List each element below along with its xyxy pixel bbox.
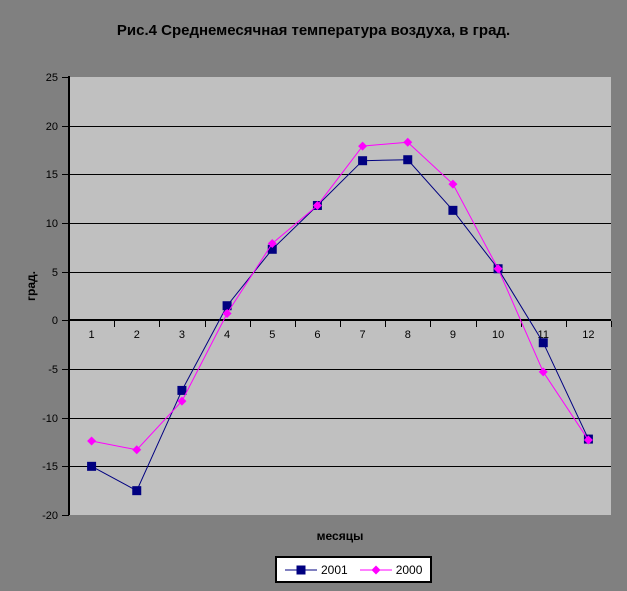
y-tick-label-15: 15 <box>46 169 58 181</box>
series-line-2000 <box>91 141 589 451</box>
series-line-2001 <box>91 159 589 492</box>
data-point-2001-m5 <box>267 244 277 254</box>
legend-label-2000: 2000 <box>395 562 423 577</box>
x-tick-label-7: 7 <box>360 329 366 341</box>
legend: 2001 2000 <box>275 556 433 583</box>
legend-item-2000: 2000 <box>359 562 423 577</box>
legend-item-2001: 2001 <box>285 564 348 576</box>
y-tick-label--5: -5 <box>48 364 58 376</box>
data-point-2000-m3 <box>177 396 187 406</box>
x-axis-title: месяцы <box>316 529 364 543</box>
data-point-2000-m11 <box>538 367 548 377</box>
data-point-2001-m3 <box>177 385 187 395</box>
data-point-2001-m7 <box>358 156 368 166</box>
data-point-2000-m9 <box>448 179 458 189</box>
y-tick-label-25: 25 <box>46 72 58 84</box>
x-tick-label-3: 3 <box>179 329 185 341</box>
x-tick-label-9: 9 <box>450 329 456 341</box>
chart-title: Рис.4 Среднемесячная температура воздуха… <box>116 22 511 39</box>
data-point-2000-m8 <box>403 137 413 147</box>
data-point-2000-m10 <box>493 264 503 274</box>
data-point-2001-m11 <box>538 338 548 348</box>
y-tick-label-0: 0 <box>52 315 58 327</box>
x-tick-label-6: 6 <box>314 329 320 341</box>
plot-area <box>69 77 611 515</box>
data-point-2000-m4 <box>222 309 232 319</box>
legend-marker-2000 <box>371 565 381 574</box>
x-tick-label-10: 10 <box>492 329 504 341</box>
legend-marker-2001-square-icon <box>285 565 317 574</box>
x-tick-label-11: 11 <box>538 329 549 341</box>
data-point-2001-m4 <box>222 301 232 311</box>
data-point-2001-m2 <box>132 486 142 496</box>
y-tick-label-10: 10 <box>46 218 58 230</box>
x-tick-label-4: 4 <box>224 329 230 341</box>
data-point-2001-m9 <box>448 205 458 215</box>
data-point-2000-m1 <box>87 436 97 446</box>
data-point-2000-m6 <box>312 200 322 210</box>
x-tick-label-1: 1 <box>89 329 95 341</box>
x-tick-label-12: 12 <box>582 329 594 341</box>
data-point-2001-m1 <box>87 461 97 471</box>
legend-marker-2000-diamond-icon <box>359 565 392 574</box>
data-point-2000-m5 <box>267 238 277 248</box>
y-tick-label--10: -10 <box>42 413 58 425</box>
y-tick-label--15: -15 <box>42 461 58 473</box>
x-tick-label-2: 2 <box>134 329 140 341</box>
legend-label-2001: 2001 <box>321 562 348 577</box>
y-tick-label--20: -20 <box>42 510 58 522</box>
y-tick-label-20: 20 <box>46 121 58 133</box>
data-point-2001-m8 <box>403 155 413 165</box>
data-point-2000-m12 <box>583 435 593 445</box>
data-point-2000-m2 <box>132 445 142 455</box>
x-tick-label-5: 5 <box>269 329 275 341</box>
x-tick-label-8: 8 <box>405 329 411 341</box>
y-tick-label-5: 5 <box>52 267 58 279</box>
legend-marker-2001 <box>296 565 306 574</box>
data-point-2000-m7 <box>358 141 368 151</box>
